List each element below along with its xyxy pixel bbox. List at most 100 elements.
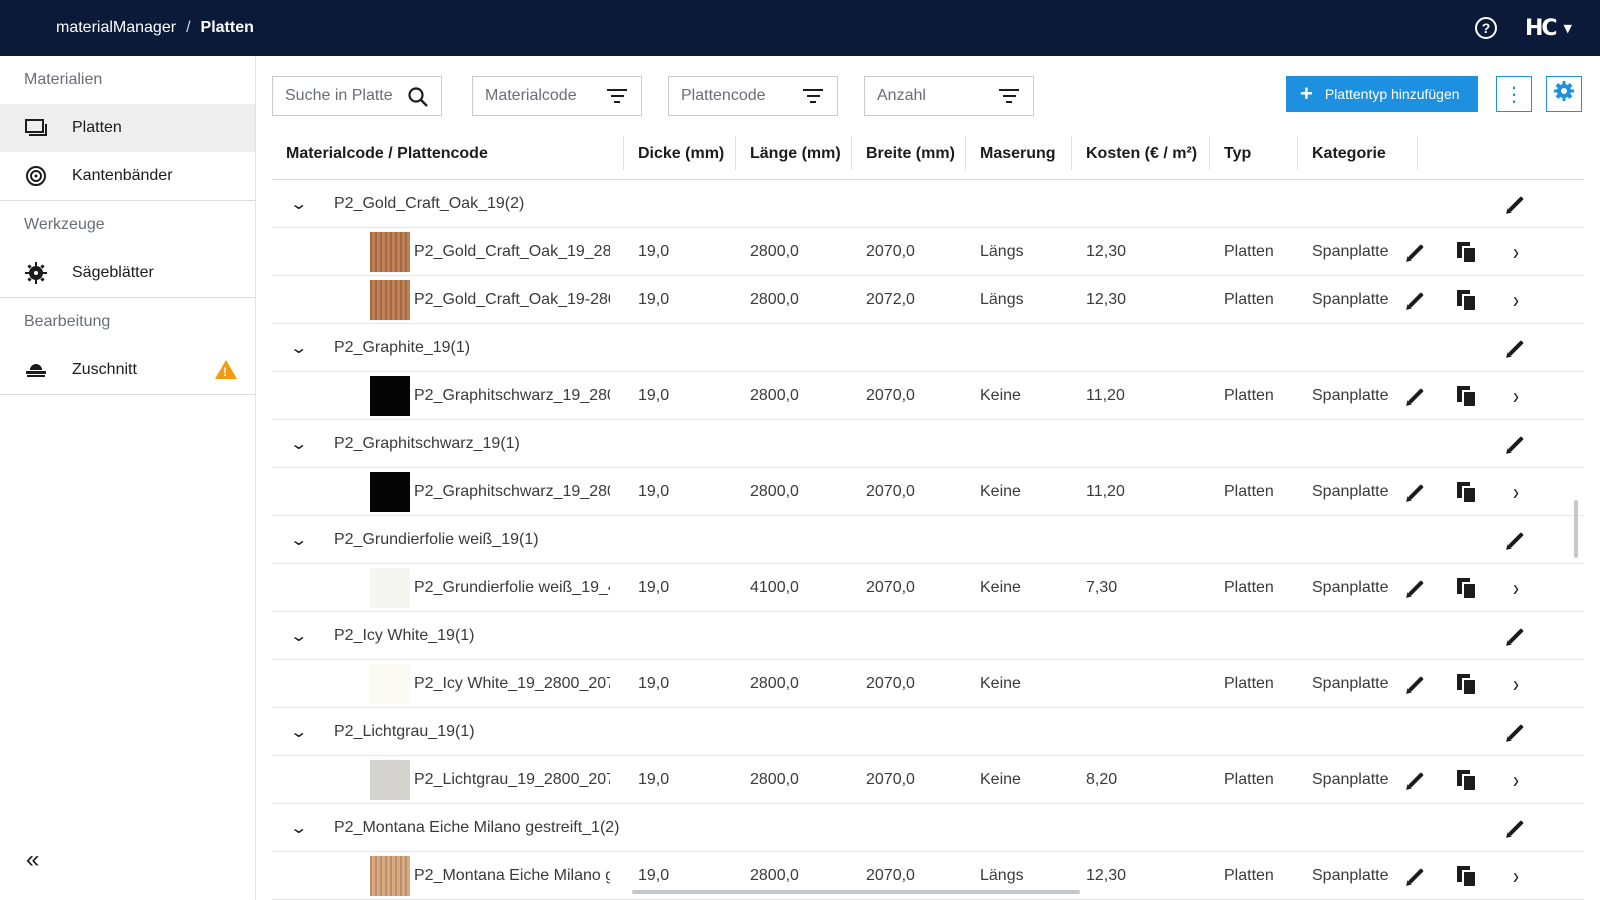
table-row[interactable]: P2_Gold_Craft_Oak_19_280 19,0 2800,0 207… <box>272 228 1584 276</box>
copy-row-button[interactable] <box>1454 768 1478 792</box>
material-swatch <box>370 376 410 416</box>
column-header-typ[interactable]: Typ <box>1210 128 1298 180</box>
breadcrumb-separator: / <box>186 19 191 36</box>
edit-group-button[interactable] <box>1504 336 1528 360</box>
more-options-button[interactable]: ⋮ <box>1496 76 1532 112</box>
edit-row-button[interactable] <box>1404 576 1428 600</box>
open-row-button[interactable]: › <box>1504 478 1528 504</box>
cell-dicke: 19,0 <box>638 387 670 404</box>
edit-row-button[interactable] <box>1404 864 1428 888</box>
edit-group-button[interactable] <box>1504 528 1528 552</box>
table-row[interactable]: P2_Icy White_19_2800_207 19,0 2800,0 207… <box>272 660 1584 708</box>
pencil-icon <box>1508 820 1524 836</box>
search-input[interactable]: Suche in Platte <box>272 76 442 116</box>
edit-row-button[interactable] <box>1404 768 1428 792</box>
column-header-maserung[interactable]: Maserung <box>966 128 1072 180</box>
table-row[interactable]: P2_Graphitschwarz_19_280 19,0 2800,0 207… <box>272 372 1584 420</box>
search-icon[interactable] <box>407 86 429 108</box>
group-title: P2_Lichtgrau_19 (1) <box>334 708 934 756</box>
cell-dicke: 19,0 <box>638 675 670 692</box>
user-menu[interactable]: HC ▼ <box>1525 16 1572 41</box>
copy-row-button[interactable] <box>1454 384 1478 408</box>
copy-row-button[interactable] <box>1454 480 1478 504</box>
copy-row-button[interactable] <box>1454 576 1478 600</box>
column-header-kategorie[interactable]: Kategorie <box>1298 128 1418 180</box>
open-row-button[interactable]: › <box>1504 766 1528 792</box>
open-row-button[interactable]: › <box>1504 670 1528 696</box>
breadcrumb-app-link[interactable]: materialManager <box>56 19 177 36</box>
copy-row-button[interactable] <box>1454 672 1478 696</box>
filter-icon <box>607 89 627 105</box>
sidebar-item-saegeblaetter[interactable]: Sägeblätter <box>0 249 255 297</box>
table-header: Materialcode / Plattencode Dicke (mm) Lä… <box>272 128 1584 180</box>
edit-group-button[interactable] <box>1504 192 1528 216</box>
cell-kosten: 12,30 <box>1086 243 1127 260</box>
copy-row-button[interactable] <box>1454 864 1478 888</box>
group-row[interactable]: ⌄ P2_Graphite_19(1) <box>272 324 1584 372</box>
group-row[interactable]: ⌄ P2_Montana Eiche Milano gestreift_1(2) <box>272 804 1584 852</box>
column-header-kosten[interactable]: Kosten (€ / m²) <box>1072 128 1210 180</box>
sidebar-item-zuschnitt[interactable]: Zuschnitt ! <box>0 346 255 394</box>
cell-breite: 2070,0 <box>866 483 915 500</box>
help-icon[interactable]: ? <box>1474 17 1497 39</box>
chevron-right-icon: › <box>1513 574 1519 601</box>
edit-row-button[interactable] <box>1404 240 1428 264</box>
expand-chevron-icon[interactable]: ⌄ <box>292 180 316 228</box>
table-row[interactable]: P2_Lichtgrau_19_2800_207 19,0 2800,0 207… <box>272 756 1584 804</box>
copy-row-button[interactable] <box>1454 288 1478 312</box>
edit-row-button[interactable] <box>1404 288 1428 312</box>
expand-chevron-icon[interactable]: ⌄ <box>292 420 316 468</box>
cell-kosten: 11,20 <box>1086 483 1125 500</box>
column-header-breite[interactable]: Breite (mm) <box>852 128 966 180</box>
sidebar-item-kantenbaender[interactable]: Kantenbänder <box>0 152 255 200</box>
group-row[interactable]: ⌄ P2_Lichtgrau_19(1) <box>272 708 1584 756</box>
expand-chevron-icon[interactable]: ⌄ <box>292 516 316 564</box>
open-row-button[interactable]: › <box>1504 862 1528 889</box>
open-row-button[interactable]: › <box>1504 286 1528 312</box>
edit-group-button[interactable] <box>1504 624 1528 648</box>
expand-chevron-icon[interactable]: ⌄ <box>292 324 316 372</box>
open-row-button[interactable]: › <box>1504 382 1528 408</box>
group-row[interactable]: ⌄ P2_Icy White_19(1) <box>272 612 1584 660</box>
vertical-scrollbar[interactable] <box>1574 500 1578 558</box>
chevron-right-icon: › <box>1513 862 1519 889</box>
horizontal-scrollbar[interactable] <box>632 890 1080 894</box>
group-title: P2_Icy White_19 (1) <box>334 612 934 660</box>
chevron-right-icon: › <box>1513 238 1519 265</box>
filter-anzahl[interactable]: Anzahl <box>864 76 1034 116</box>
edit-row-button[interactable] <box>1404 480 1428 504</box>
cell-plattencode: P2_Lichtgrau_19_2800_207 <box>414 771 610 788</box>
group-row[interactable]: ⌄ P2_Graphitschwarz_19(1) <box>272 420 1584 468</box>
group-row[interactable]: ⌄ P2_Gold_Craft_Oak_19(2) <box>272 180 1584 228</box>
edit-row-button[interactable] <box>1404 384 1428 408</box>
collapse-sidebar-icon[interactable]: « <box>26 846 40 873</box>
copy-row-button[interactable] <box>1454 240 1478 264</box>
sidebar-item-platten[interactable]: Platten <box>0 104 255 152</box>
cell-dicke: 19,0 <box>638 483 670 500</box>
cell-breite: 2070,0 <box>866 243 915 260</box>
edit-group-button[interactable] <box>1504 816 1528 840</box>
edit-group-button[interactable] <box>1504 720 1528 744</box>
pencil-icon <box>1508 340 1524 356</box>
table-row[interactable]: P2_Graphitschwarz_19_280 19,0 2800,0 207… <box>272 468 1584 516</box>
expand-chevron-icon[interactable]: ⌄ <box>292 708 316 756</box>
cell-laenge: 2800,0 <box>750 771 799 788</box>
table-row[interactable]: P2_Gold_Craft_Oak_19-280 19,0 2800,0 207… <box>272 276 1584 324</box>
edit-row-button[interactable] <box>1404 672 1428 696</box>
column-header-dicke[interactable]: Dicke (mm) <box>624 128 736 180</box>
table-row[interactable]: P2_Grundierfolie weiß_19_4 19,0 4100,0 2… <box>272 564 1584 612</box>
open-row-button[interactable]: › <box>1504 574 1528 601</box>
open-row-button[interactable]: › <box>1504 238 1528 265</box>
column-header-laenge[interactable]: Länge (mm) <box>736 128 852 180</box>
settings-button[interactable] <box>1546 76 1582 112</box>
edit-group-button[interactable] <box>1504 432 1528 456</box>
expand-chevron-icon[interactable]: ⌄ <box>292 612 316 660</box>
cell-kosten: 11,20 <box>1086 387 1125 404</box>
add-plate-type-button[interactable]: + Plattentyp hinzufügen <box>1286 76 1478 112</box>
filter-materialcode[interactable]: Materialcode <box>472 76 642 116</box>
column-header-code[interactable]: Materialcode / Plattencode <box>272 128 624 180</box>
expand-chevron-icon[interactable]: ⌄ <box>292 804 316 852</box>
group-row[interactable]: ⌄ P2_Grundierfolie weiß_19(1) <box>272 516 1584 564</box>
filter-plattencode[interactable]: Plattencode <box>668 76 838 116</box>
material-swatch <box>370 232 410 272</box>
